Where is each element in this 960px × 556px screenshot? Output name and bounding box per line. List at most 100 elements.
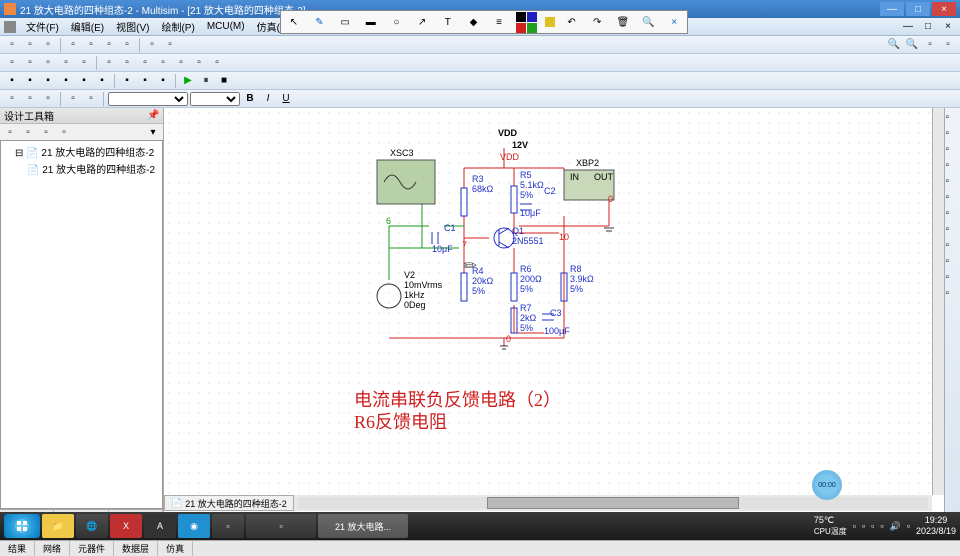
menu-view[interactable]: 视图(V) [110, 19, 155, 34]
list-tool-icon[interactable]: ≡ [490, 13, 508, 31]
hscroll-thumb[interactable] [487, 497, 739, 509]
pencil-tool-icon[interactable]: ✎ [311, 13, 329, 31]
instr-icon[interactable]: ▫ [946, 128, 960, 142]
comp-btn[interactable]: ▫ [4, 55, 20, 71]
color-yellow[interactable] [545, 17, 555, 27]
rect-fill-tool-icon[interactable]: ▬ [362, 13, 380, 31]
maximize-button[interactable]: □ [906, 2, 930, 16]
mdi-max-button[interactable]: □ [920, 19, 936, 35]
menu-file[interactable]: 文件(F) [20, 19, 65, 34]
tool-btn[interactable]: ▫ [4, 91, 20, 107]
save-button[interactable]: ▫ [40, 37, 56, 53]
zoom-in-icon[interactable]: 🔍 [886, 37, 902, 53]
redo-button[interactable]: ▫ [162, 37, 178, 53]
stop-button[interactable]: ■ [216, 73, 232, 89]
comp-btn[interactable]: ▫ [155, 55, 171, 71]
taskbar-app3[interactable]: ◉ [178, 514, 210, 538]
tray-icon[interactable]: ▫ [853, 521, 856, 531]
taskbar-clock[interactable]: 19:29 2023/8/19 [916, 515, 956, 537]
tree-btn[interactable]: ▫ [38, 124, 54, 140]
tool-btn[interactable]: ▫ [40, 91, 56, 107]
print-button[interactable]: ▫ [65, 37, 81, 53]
mdi-min-button[interactable]: — [900, 19, 916, 35]
instr-icon[interactable]: ▫ [946, 256, 960, 270]
circle-tool-icon[interactable]: ○ [388, 13, 406, 31]
timer-badge[interactable]: 00:00 [812, 470, 842, 500]
delete-icon[interactable]: 🗑 [614, 13, 632, 31]
instr-btn[interactable]: ▪ [155, 73, 171, 89]
mdi-close-button[interactable]: × [940, 19, 956, 35]
fullscreen-icon[interactable]: ▫ [940, 37, 956, 53]
comp-btn[interactable]: ▫ [40, 55, 56, 71]
tray-icon[interactable]: 🔊 [890, 521, 901, 532]
pause-button[interactable]: ⏸ [198, 73, 214, 89]
color-green[interactable] [527, 23, 537, 33]
italic-button[interactable]: I [260, 91, 276, 107]
instr-btn[interactable]: ▪ [58, 73, 74, 89]
instr-icon[interactable]: ▫ [946, 208, 960, 222]
color-swatches[interactable] [516, 12, 537, 33]
tree-btn[interactable]: ▫ [20, 124, 36, 140]
tree-root[interactable]: ⊟ 📄 21 放大电路的四种组态-2 [3, 143, 160, 160]
tab-nets[interactable]: 网络 [35, 541, 70, 556]
cursor-tool-icon[interactable]: ↖ [285, 13, 303, 31]
tree-btn[interactable]: ▫ [56, 124, 72, 140]
comp-btn[interactable]: ▫ [76, 55, 92, 71]
tool-btn[interactable]: ▫ [22, 91, 38, 107]
instr-icon[interactable]: ▫ [946, 192, 960, 206]
font-select[interactable] [108, 92, 188, 106]
taskbar-explorer[interactable]: 📁 [42, 514, 74, 538]
design-tree[interactable]: ⊟ 📄 21 放大电路的四种组态-2 📄 21 放大电路的四种组态-2 [0, 140, 163, 509]
annotation-toolbar[interactable]: ↖ ✎ ▭ ▬ ○ ↗ T ◆ ≡ ↶ ↷ 🗑 🔍 × [280, 10, 688, 34]
menu-place[interactable]: 绘制(P) [155, 19, 200, 34]
comp-btn[interactable]: ▫ [209, 55, 225, 71]
color-blue[interactable] [527, 12, 537, 22]
taskbar-app4[interactable]: ▫ [212, 514, 244, 538]
instr-icon[interactable]: ▫ [946, 160, 960, 174]
hscrollbar[interactable] [298, 497, 928, 509]
tray-icon[interactable]: ▫ [871, 521, 874, 531]
undo-icon[interactable]: ↶ [563, 13, 581, 31]
instr-btn[interactable]: ▪ [76, 73, 92, 89]
expand-icon[interactable]: ▾ [145, 124, 161, 140]
zoom-fit-icon[interactable]: ▫ [922, 37, 938, 53]
tab-datalayer[interactable]: 数据层 [114, 541, 158, 556]
close-toolbar-icon[interactable]: × [665, 13, 683, 31]
instr-icon[interactable]: ▫ [946, 112, 960, 126]
close-button[interactable]: × [932, 2, 956, 16]
comp-btn[interactable]: ▫ [22, 55, 38, 71]
underline-button[interactable]: U [278, 91, 294, 107]
taskbar-app1[interactable]: X [110, 514, 142, 538]
tree-child[interactable]: 📄 21 放大电路的四种组态-2 [3, 160, 160, 177]
start-button[interactable] [4, 514, 40, 538]
instr-icon[interactable]: ▫ [946, 288, 960, 302]
highlight-tool-icon[interactable]: ◆ [465, 13, 483, 31]
instr-btn[interactable]: ▪ [22, 73, 38, 89]
instr-btn[interactable]: ▪ [4, 73, 20, 89]
new-button[interactable]: ▫ [4, 37, 20, 53]
menu-mcu[interactable]: MCU(M) [201, 21, 251, 32]
instr-icon[interactable]: ▫ [946, 176, 960, 190]
instr-icon[interactable]: ▫ [946, 240, 960, 254]
instr-btn[interactable]: ▪ [119, 73, 135, 89]
text-tool-icon[interactable]: T [439, 13, 457, 31]
search-icon[interactable]: 🔍 [640, 13, 658, 31]
rect-tool-icon[interactable]: ▭ [336, 13, 354, 31]
document-tab[interactable]: 📄 21 放大电路的四种组态-2 [164, 495, 294, 511]
comp-btn[interactable]: ▫ [58, 55, 74, 71]
tray-icon[interactable]: ▫ [880, 521, 883, 531]
canvas-grid[interactable]: VDD 12V VDD XSC3 XBP2 IN OUT R3 68kΩ R5 … [164, 108, 932, 495]
run-button[interactable]: ▶ [180, 73, 196, 89]
paste-button[interactable]: ▫ [119, 37, 135, 53]
open-button[interactable]: ▫ [22, 37, 38, 53]
tool-btn[interactable]: ▫ [65, 91, 81, 107]
comp-btn[interactable]: ▫ [101, 55, 117, 71]
instr-icon[interactable]: ▫ [946, 224, 960, 238]
size-select[interactable] [190, 92, 240, 106]
taskbar-chrome[interactable]: 🌐 [76, 514, 108, 538]
comp-btn[interactable]: ▫ [137, 55, 153, 71]
minimize-button[interactable]: — [880, 2, 904, 16]
redo-icon[interactable]: ↷ [588, 13, 606, 31]
instr-btn[interactable]: ▪ [137, 73, 153, 89]
instr-icon[interactable]: ▫ [946, 272, 960, 286]
